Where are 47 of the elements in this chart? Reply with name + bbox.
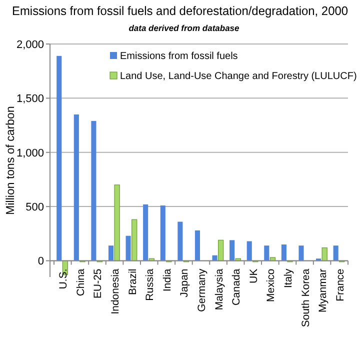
bar — [246, 241, 252, 261]
x-tick-label: France — [334, 268, 346, 302]
y-tick-label: 2,000 — [16, 39, 44, 51]
bar — [56, 56, 62, 261]
chart-title: Emissions from fossil fuels and deforestation/degradation, 2000 — [12, 4, 358, 18]
x-tick-label: Japan — [178, 268, 191, 298]
bar — [281, 244, 286, 261]
bar — [160, 205, 166, 261]
bar — [108, 246, 114, 261]
y-tick-label: 500 — [26, 202, 44, 214]
bar — [298, 246, 304, 261]
bar — [230, 240, 235, 261]
bar — [218, 240, 224, 262]
bar — [74, 114, 79, 261]
x-tick-label: Brazil — [126, 268, 139, 296]
x-tick-label: U.S. — [58, 268, 70, 290]
x-tick-label: UK — [248, 268, 260, 284]
bar — [114, 184, 120, 262]
bar — [333, 246, 338, 261]
y-tick-label: 0 — [38, 256, 44, 268]
bar — [264, 246, 270, 261]
x-tick-label: Indonesia — [110, 268, 122, 314]
x-tick-label: Mexico — [265, 268, 278, 302]
y-tick-label: 1,000 — [16, 147, 44, 160]
chart-subtitle: data derived from database — [128, 23, 240, 33]
bar — [178, 222, 183, 261]
y-axis-title: Million tons of carbon — [5, 106, 17, 215]
x-tick-label: Russia — [144, 268, 156, 301]
legend-label: Land Use, Land-Use Change and Forestry (LULUCF) — [120, 71, 357, 82]
legend-label: Emissions from fossil fuels — [120, 51, 238, 62]
x-tick-label: Germany — [196, 268, 208, 312]
bar — [194, 230, 200, 261]
bar — [126, 236, 131, 261]
y-tick-label: 1,500 — [16, 93, 44, 106]
bar — [91, 120, 96, 261]
bar — [143, 204, 148, 261]
x-tick-label: India — [161, 268, 174, 292]
x-tick-label: EU-25 — [92, 268, 104, 299]
bar — [132, 219, 138, 262]
bar — [322, 247, 328, 262]
bar — [212, 255, 218, 261]
x-tick-label: Myanmar — [317, 268, 330, 313]
x-tick-label: Canada — [230, 268, 243, 306]
x-tick-label: Italy — [282, 268, 294, 288]
x-tick-label: China — [74, 268, 87, 296]
x-tick-label: Malaysia — [213, 268, 226, 310]
x-tick-label: South Korea — [300, 268, 312, 328]
